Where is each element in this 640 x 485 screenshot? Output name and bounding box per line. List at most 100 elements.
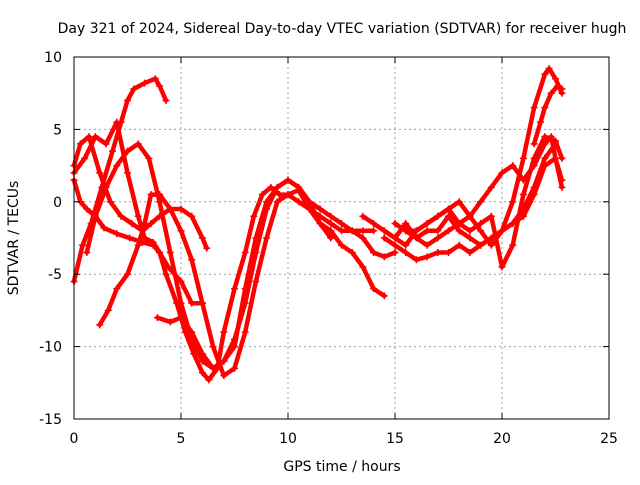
series-5-point (198, 357, 206, 365)
series-7-point (284, 176, 292, 184)
series-13-point (541, 104, 549, 112)
series-9-point (445, 205, 452, 213)
series-6-point (104, 306, 112, 314)
series-9-point (391, 220, 399, 228)
series-6-point (147, 191, 155, 199)
y-tick-label: 10 (44, 50, 62, 66)
series-4-point (162, 96, 170, 104)
series-5-point (113, 162, 121, 170)
series-5-point (166, 248, 174, 256)
series-6-point (263, 234, 271, 242)
series-3-point (241, 248, 249, 256)
series-2-point (128, 220, 136, 228)
series-5-point (145, 154, 153, 162)
series-6-point (252, 277, 260, 285)
series-3-point (91, 133, 99, 141)
series-3-point (156, 248, 164, 256)
series-5-point (177, 299, 185, 307)
series-2-point (106, 198, 114, 206)
series-3-point (124, 169, 131, 177)
series-7-point (316, 220, 324, 228)
x-tick-label: 25 (600, 431, 618, 447)
series-5-point (91, 212, 99, 220)
series-10-point (558, 183, 566, 191)
series-12-point (487, 234, 495, 242)
series-7-point (153, 314, 161, 322)
series-5-point (316, 205, 324, 213)
series-13-point (537, 118, 545, 126)
series-6-point (327, 220, 335, 228)
series-5-point (83, 248, 91, 256)
series-4-point (151, 75, 159, 83)
series-3-point (205, 376, 213, 384)
series-3-point (359, 263, 367, 271)
series-8-point (370, 220, 378, 228)
series-3-point (134, 212, 142, 220)
series-7-point (209, 364, 217, 372)
series-8-point (455, 198, 463, 206)
series-12-point (455, 241, 463, 249)
x-axis-label: GPS time / hours (283, 459, 400, 475)
series-2-point (198, 234, 206, 242)
y-tick-label: 0 (53, 195, 62, 211)
series-7-point (166, 318, 174, 326)
series-12-point (509, 220, 517, 228)
series-10-point (445, 227, 452, 235)
series-1-point (113, 230, 121, 238)
series-7-point (198, 350, 206, 358)
series-1-line (71, 177, 205, 306)
x-tick-label: 5 (177, 431, 186, 447)
x-tick-label: 15 (386, 431, 404, 447)
y-tick-label: -5 (48, 267, 62, 283)
series-8-point (519, 154, 527, 162)
series-2-point (147, 220, 155, 228)
series-10-point (434, 234, 442, 242)
series-10-point (509, 162, 517, 170)
series-12-point (498, 227, 506, 235)
series-5-point (156, 198, 164, 206)
series-5-point (102, 183, 110, 191)
series-9-point (509, 241, 517, 249)
series-11-point (423, 227, 431, 235)
series-4-point (117, 118, 125, 126)
series-9-point (498, 263, 506, 271)
series-2-point (85, 133, 93, 141)
series-6-point (284, 191, 292, 199)
series-3-point (231, 285, 238, 293)
series-9-point (558, 154, 566, 162)
series-3-point (275, 191, 283, 199)
series-10-point (541, 140, 549, 148)
x-tick-label: 10 (279, 431, 297, 447)
series-2-point (188, 212, 196, 220)
series-11-point (445, 212, 452, 220)
series-4-point (109, 147, 117, 155)
x-tick-label: 20 (493, 431, 511, 447)
series-7-point (241, 299, 249, 307)
series-11-point (412, 234, 420, 242)
series-6-point (295, 198, 303, 206)
plot-frame (73, 56, 610, 420)
series-10-point (466, 212, 474, 220)
series-7-point (220, 357, 228, 365)
series-3-point (338, 241, 345, 249)
series-6-point (338, 227, 345, 235)
series-3-point (149, 238, 157, 246)
series-11-point (552, 154, 559, 162)
series-2-point (177, 205, 185, 213)
series-2-point (76, 140, 84, 148)
series-2-point (203, 244, 211, 252)
series-10-point (547, 133, 555, 141)
series-12-point (519, 205, 527, 213)
series-5-point (134, 140, 142, 148)
series-8-point (477, 227, 485, 235)
series-12-point (530, 183, 538, 191)
series-8-point (545, 65, 553, 73)
series-12-point (477, 241, 485, 249)
series-8-point (509, 198, 517, 206)
series-4-point (141, 79, 149, 87)
series-3-point (348, 248, 356, 256)
series-9-point (477, 220, 485, 228)
series-6-point (231, 364, 238, 372)
series-7-point (327, 234, 335, 242)
